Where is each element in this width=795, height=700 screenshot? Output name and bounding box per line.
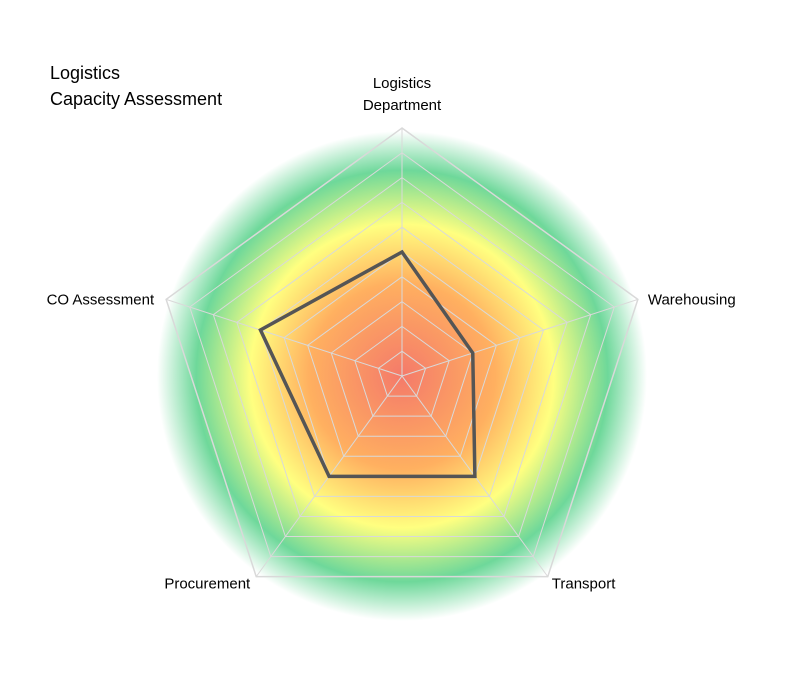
- axis-label-2: Transport: [552, 576, 616, 593]
- chart-title: Logistics Capacity Assessment: [50, 60, 222, 112]
- grid-ring-2: [354, 325, 450, 417]
- grid-ring-10: [165, 127, 639, 578]
- data-point-0-1: [471, 351, 475, 355]
- grid-ring-9: [189, 152, 615, 558]
- axis-spoke-4: [165, 298, 403, 377]
- series-line-0: [258, 249, 477, 479]
- axis-label-3: Procurement: [164, 576, 251, 593]
- chart-title-line-1: Logistics: [50, 63, 121, 83]
- grid-ring-6: [259, 226, 545, 497]
- axis-label-0: Logistics Department: [363, 75, 442, 114]
- axis-label-1: Warehousing: [648, 291, 736, 308]
- grid-ring-1: [377, 350, 427, 397]
- grid-ring-4: [307, 276, 497, 457]
- data-point-0-3: [327, 474, 331, 478]
- data-point-0-4: [258, 328, 262, 332]
- grid-ring-3: [330, 300, 474, 437]
- axis-label-0-line-0: Logistics: [373, 75, 431, 92]
- grid-ring-7: [236, 201, 568, 517]
- radar-series: [258, 249, 477, 479]
- data-point-0-0: [400, 250, 404, 254]
- axis-labels: Logistics Department Warehousing Transport P…: [47, 75, 736, 593]
- chart-title-line-2: Capacity Assessment: [50, 89, 223, 109]
- axis-label-4: CO Assessment: [47, 291, 155, 308]
- axis-label-1-line-0: Warehousing: [648, 291, 736, 308]
- axis-label-0-line-1: Department: [363, 97, 442, 114]
- axis-label-2-line-0: Transport: [552, 576, 616, 593]
- data-point-0-2: [473, 474, 477, 478]
- axis-label-3-line-0: Procurement: [164, 576, 251, 593]
- axis-label-4-line-0: CO Assessment: [47, 291, 155, 308]
- grid-ring-8: [212, 176, 592, 538]
- axis-spoke-1: [401, 298, 639, 377]
